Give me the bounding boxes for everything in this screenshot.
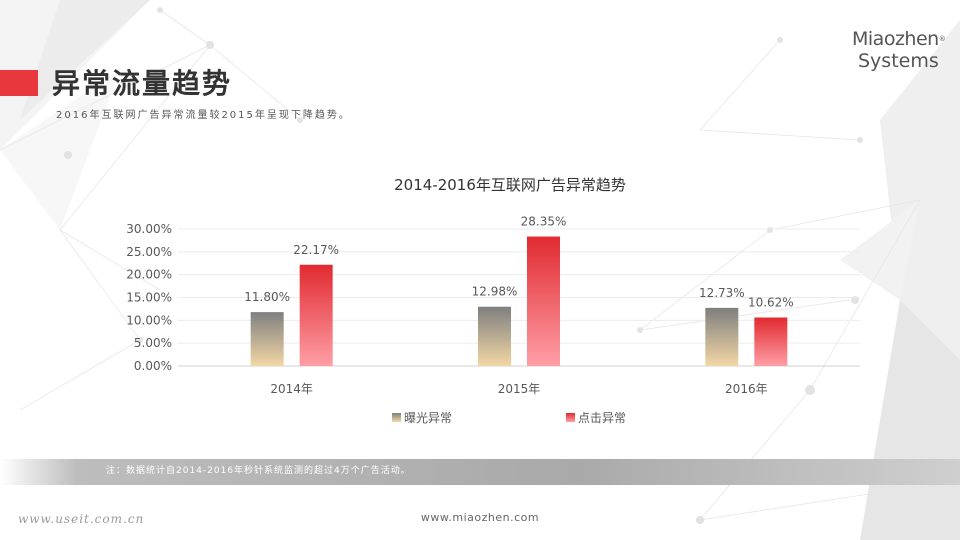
data-label: 11.80% bbox=[244, 290, 290, 304]
legend-swatch bbox=[392, 413, 401, 422]
title-accent-bar bbox=[0, 70, 38, 96]
footer-note: 注：数据统计自2014-2016年秒针系统监测的超过4万个广告活动。 bbox=[106, 466, 411, 476]
x-category-label: 2016年 bbox=[725, 382, 768, 396]
bar-click-0 bbox=[299, 264, 333, 366]
x-category-label: 2014年 bbox=[270, 382, 313, 396]
y-tick-label: 30.00% bbox=[126, 222, 172, 236]
x-category-label: 2015年 bbox=[498, 382, 541, 396]
footer-band bbox=[0, 459, 960, 485]
logo-text-systems: Systems bbox=[858, 50, 939, 72]
y-tick-label: 15.00% bbox=[126, 291, 172, 305]
site-url: www.miaozhen.com bbox=[420, 511, 540, 524]
bar-click-2 bbox=[754, 317, 788, 366]
y-tick-label: 10.00% bbox=[126, 313, 172, 327]
bar-impression-0 bbox=[250, 312, 284, 366]
y-tick-label: 25.00% bbox=[126, 245, 172, 259]
bar-impression-1 bbox=[478, 306, 511, 366]
data-label: 22.17% bbox=[293, 243, 339, 257]
page-subtitle: 2016年互联网广告异常流量较2015年呈现下降趋势。 bbox=[56, 110, 351, 121]
data-label: 12.73% bbox=[699, 286, 745, 300]
logo-registered-mark: ® bbox=[938, 35, 946, 43]
legend-label: 曝光异常 bbox=[404, 411, 452, 425]
data-label: 12.98% bbox=[472, 285, 518, 299]
y-tick-label: 5.00% bbox=[134, 336, 172, 350]
chart-title: 2014-2016年互联网广告异常趋势 bbox=[394, 176, 626, 194]
data-label: 28.35% bbox=[521, 215, 567, 229]
data-label: 10.62% bbox=[748, 296, 794, 310]
bar-impression-2 bbox=[705, 307, 739, 366]
bar-click-1 bbox=[527, 236, 560, 366]
legend-swatch bbox=[566, 413, 575, 422]
page-title: 异常流量趋势 bbox=[52, 67, 233, 100]
miaozhen-logo: Miaozhen® Systems bbox=[852, 28, 946, 72]
logo-text-miaozhen: Miaozhen bbox=[852, 28, 939, 50]
y-tick-label: 20.00% bbox=[126, 268, 172, 282]
y-tick-label: 0.00% bbox=[134, 359, 172, 373]
watermark-text: www.useit.com.cn bbox=[18, 512, 145, 526]
legend-label: 点击异常 bbox=[578, 411, 626, 425]
